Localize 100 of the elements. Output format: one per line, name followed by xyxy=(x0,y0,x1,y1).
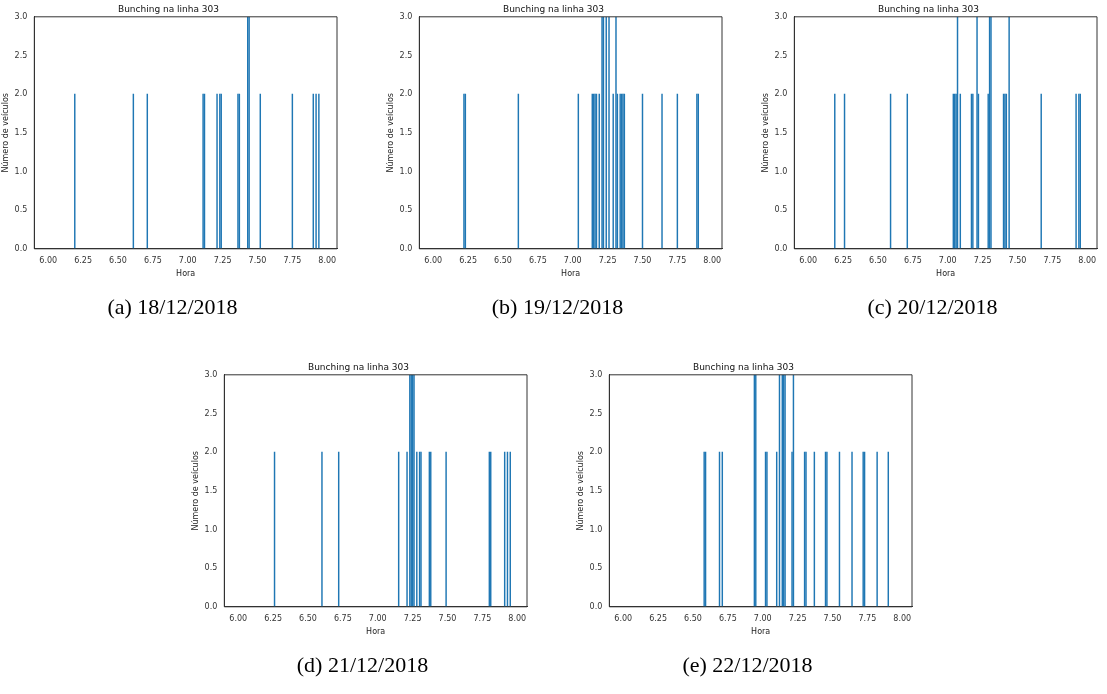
y-tick-label: 3.0 xyxy=(204,369,218,379)
y-axis-title: Número de veículos xyxy=(0,93,10,173)
x-tick-label: 7.00 xyxy=(753,613,772,623)
y-tick-label: 1.5 xyxy=(14,127,28,137)
x-tick-label: 7.75 xyxy=(283,255,302,265)
y-tick-label: 0.0 xyxy=(204,601,218,611)
y-tick-label: 3.0 xyxy=(14,11,28,21)
x-tick-label: 7.50 xyxy=(823,613,842,623)
y-tick-label: 1.0 xyxy=(589,524,603,534)
y-tick-label: 2.0 xyxy=(399,89,413,99)
y-tick-label: 2.0 xyxy=(204,447,218,457)
chart-title: Bunching na linha 303 xyxy=(877,3,980,14)
x-tick-label: 7.25 xyxy=(788,613,807,623)
y-tick-label: 0.0 xyxy=(14,243,28,253)
x-axis-title: Hora xyxy=(561,269,581,279)
x-tick-label: 6.25 xyxy=(834,255,853,265)
y-tick-label: 3.0 xyxy=(589,369,603,379)
x-tick-label: 7.00 xyxy=(938,255,957,265)
x-tick-label: 7.75 xyxy=(858,613,877,623)
x-tick-label: 8.00 xyxy=(1078,255,1097,265)
x-tick-label: 7.00 xyxy=(563,255,582,265)
x-axis-title: Hora xyxy=(751,627,771,637)
text: (b) 19/12/2018 xyxy=(490,294,625,320)
chart-title: Bunching na linha 303 xyxy=(692,361,795,372)
x-tick-label: 7.00 xyxy=(178,255,197,265)
y-tick-label: 2.5 xyxy=(774,50,788,60)
x-tick-label: 6.00 xyxy=(39,255,58,265)
x-tick-label: 6.00 xyxy=(614,613,633,623)
x-tick-label: 6.50 xyxy=(299,613,317,623)
chart-title: Bunching na linha 303 xyxy=(502,3,605,14)
y-tick-label: 1.0 xyxy=(204,524,218,534)
y-tick-label: 1.0 xyxy=(774,166,788,176)
x-tick-label: 7.25 xyxy=(598,255,617,265)
x-tick-label: 7.25 xyxy=(213,255,232,265)
x-tick-label: 7.25 xyxy=(973,255,992,265)
y-tick-label: 2.0 xyxy=(774,89,788,99)
x-tick-label: 7.50 xyxy=(633,255,652,265)
y-tick-label: 3.0 xyxy=(399,11,413,21)
x-tick-label: 6.75 xyxy=(903,255,922,265)
x-axis-title: Hora xyxy=(936,269,956,279)
y-tick-label: 3.0 xyxy=(774,11,788,21)
x-tick-label: 6.50 xyxy=(869,255,887,265)
y-axis-title: Número de veículos xyxy=(190,451,200,531)
y-tick-label: 0.5 xyxy=(774,205,788,215)
x-tick-label: 6.75 xyxy=(528,255,547,265)
x-tick-label: 6.25 xyxy=(649,613,668,623)
chart-title: Bunching na linha 303 xyxy=(117,3,220,14)
y-axis-title: Número de veículos xyxy=(385,93,395,173)
x-tick-label: 7.50 xyxy=(438,613,457,623)
y-tick-label: 0.5 xyxy=(399,205,413,215)
text: (c) 20/12/2018 xyxy=(866,294,999,320)
y-tick-label: 2.5 xyxy=(14,50,28,60)
x-tick-label: 6.50 xyxy=(684,613,702,623)
y-tick-label: 0.5 xyxy=(589,563,603,573)
y-tick-label: 0.0 xyxy=(774,243,788,253)
x-tick-label: 6.50 xyxy=(494,255,512,265)
x-axis-title: Hora xyxy=(176,269,196,279)
y-tick-label: 0.5 xyxy=(14,205,28,215)
y-tick-label: 0.5 xyxy=(204,563,218,573)
x-tick-label: 7.75 xyxy=(473,613,492,623)
x-tick-label: 6.00 xyxy=(229,613,248,623)
x-tick-label: 8.00 xyxy=(703,255,722,265)
y-tick-label: 0.0 xyxy=(589,601,603,611)
x-tick-label: 7.00 xyxy=(368,613,387,623)
x-tick-label: 6.00 xyxy=(799,255,818,265)
x-tick-label: 7.50 xyxy=(1008,255,1027,265)
y-tick-label: 2.5 xyxy=(589,408,603,418)
y-tick-label: 1.5 xyxy=(589,485,603,495)
x-tick-label: 6.00 xyxy=(424,255,443,265)
y-tick-label: 1.0 xyxy=(14,166,28,176)
y-tick-label: 2.5 xyxy=(204,408,218,418)
x-tick-label: 6.75 xyxy=(333,613,352,623)
x-tick-label: 7.75 xyxy=(668,255,687,265)
text: (d) 21/12/2018 xyxy=(295,652,430,678)
x-tick-label: 8.00 xyxy=(318,255,337,265)
x-tick-label: 8.00 xyxy=(508,613,527,623)
x-tick-label: 7.25 xyxy=(403,613,422,623)
y-tick-label: 2.0 xyxy=(14,89,28,99)
text: (e) 22/12/2018 xyxy=(681,652,814,678)
x-tick-label: 7.75 xyxy=(1043,255,1062,265)
y-tick-label: 1.5 xyxy=(399,127,413,137)
x-tick-label: 6.50 xyxy=(109,255,127,265)
y-tick-label: 1.0 xyxy=(399,166,413,176)
y-tick-label: 0.0 xyxy=(399,243,413,253)
chart-title: Bunching na linha 303 xyxy=(307,361,410,372)
x-axis-title: Hora xyxy=(366,627,386,637)
x-tick-label: 6.75 xyxy=(143,255,162,265)
x-tick-label: 6.25 xyxy=(459,255,478,265)
y-tick-label: 1.5 xyxy=(204,485,218,495)
x-tick-label: 6.25 xyxy=(264,613,283,623)
y-axis-title: Número de veículos xyxy=(575,451,585,531)
y-axis-title: Número de veículos xyxy=(760,93,770,173)
y-tick-label: 2.0 xyxy=(589,447,603,457)
y-tick-label: 1.5 xyxy=(774,127,788,137)
x-tick-label: 6.25 xyxy=(74,255,93,265)
x-tick-label: 8.00 xyxy=(893,613,912,623)
y-tick-label: 2.5 xyxy=(399,50,413,60)
x-tick-label: 6.75 xyxy=(718,613,737,623)
x-tick-label: 7.50 xyxy=(248,255,267,265)
text: (a) 18/12/2018 xyxy=(106,294,239,320)
